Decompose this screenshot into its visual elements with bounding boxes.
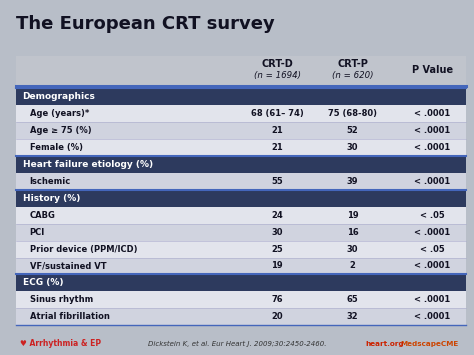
Text: VF/sustained VT: VF/sustained VT xyxy=(30,262,106,271)
Text: 20: 20 xyxy=(271,312,283,321)
Bar xyxy=(16,190,465,207)
Text: 30: 30 xyxy=(346,245,358,253)
Text: CRT-D: CRT-D xyxy=(261,59,293,69)
Text: Dickstein K, et al. Eur Heart J. 2009;30:2450-2460.: Dickstein K, et al. Eur Heart J. 2009;30… xyxy=(148,341,326,347)
Text: heart.org: heart.org xyxy=(365,341,404,347)
Text: Sinus rhythm: Sinus rhythm xyxy=(30,295,93,305)
Bar xyxy=(16,88,465,105)
Text: CABG: CABG xyxy=(30,211,55,219)
Bar xyxy=(16,173,465,190)
Text: Demographics: Demographics xyxy=(23,92,95,101)
Text: 25: 25 xyxy=(271,245,283,253)
Text: 24: 24 xyxy=(271,211,283,219)
Bar xyxy=(16,105,465,122)
Text: 32: 32 xyxy=(346,312,358,321)
Bar xyxy=(16,155,465,173)
Text: < .0001: < .0001 xyxy=(414,228,451,236)
Text: The European CRT survey: The European CRT survey xyxy=(16,16,274,33)
Text: ECG (%): ECG (%) xyxy=(23,278,63,288)
Bar xyxy=(16,291,465,308)
Bar xyxy=(16,241,465,257)
Text: Age ≥ 75 (%): Age ≥ 75 (%) xyxy=(30,126,91,135)
Text: 30: 30 xyxy=(346,143,358,152)
Text: Prior device (PPM/ICD): Prior device (PPM/ICD) xyxy=(30,245,137,253)
Text: Heart failure etiology (%): Heart failure etiology (%) xyxy=(23,160,153,169)
Bar xyxy=(16,56,465,88)
Text: 39: 39 xyxy=(346,176,358,186)
Text: (n = 1694): (n = 1694) xyxy=(254,71,301,80)
Bar xyxy=(16,224,465,241)
Text: 21: 21 xyxy=(271,143,283,152)
Text: < .0001: < .0001 xyxy=(414,143,451,152)
Text: (n = 620): (n = 620) xyxy=(332,71,373,80)
Bar xyxy=(16,139,465,155)
Bar xyxy=(16,274,465,291)
Text: 30: 30 xyxy=(271,228,283,236)
Text: 52: 52 xyxy=(346,126,358,135)
Text: Female (%): Female (%) xyxy=(30,143,82,152)
Text: 55: 55 xyxy=(271,176,283,186)
Text: History (%): History (%) xyxy=(23,193,80,203)
Text: 2: 2 xyxy=(349,262,356,271)
Text: 76: 76 xyxy=(271,295,283,305)
Text: Ischemic: Ischemic xyxy=(30,176,71,186)
Text: PCI: PCI xyxy=(30,228,45,236)
Text: Age (years)*: Age (years)* xyxy=(30,109,89,118)
Text: < .0001: < .0001 xyxy=(414,295,451,305)
Text: < .05: < .05 xyxy=(420,211,445,219)
Text: ♥ Arrhythmia & EP: ♥ Arrhythmia & EP xyxy=(20,339,101,348)
Text: P Value: P Value xyxy=(412,65,453,75)
Text: 19: 19 xyxy=(271,262,283,271)
Text: 21: 21 xyxy=(271,126,283,135)
Bar xyxy=(16,207,465,224)
Text: CRT-P: CRT-P xyxy=(337,59,368,69)
Text: < .0001: < .0001 xyxy=(414,176,451,186)
Text: < .0001: < .0001 xyxy=(414,126,451,135)
Text: MedscapeCME: MedscapeCME xyxy=(400,341,458,347)
Bar xyxy=(16,308,465,326)
Text: 65: 65 xyxy=(346,295,358,305)
Text: < .05: < .05 xyxy=(420,245,445,253)
Text: Atrial fibrillation: Atrial fibrillation xyxy=(30,312,109,321)
Text: 16: 16 xyxy=(346,228,358,236)
Text: < .0001: < .0001 xyxy=(414,262,451,271)
Text: < .0001: < .0001 xyxy=(414,109,451,118)
Text: 75 (68-80): 75 (68-80) xyxy=(328,109,377,118)
Text: < .0001: < .0001 xyxy=(414,312,451,321)
Text: 19: 19 xyxy=(346,211,358,219)
Bar xyxy=(16,122,465,139)
Text: 68 (61– 74): 68 (61– 74) xyxy=(251,109,303,118)
Bar xyxy=(16,257,465,274)
